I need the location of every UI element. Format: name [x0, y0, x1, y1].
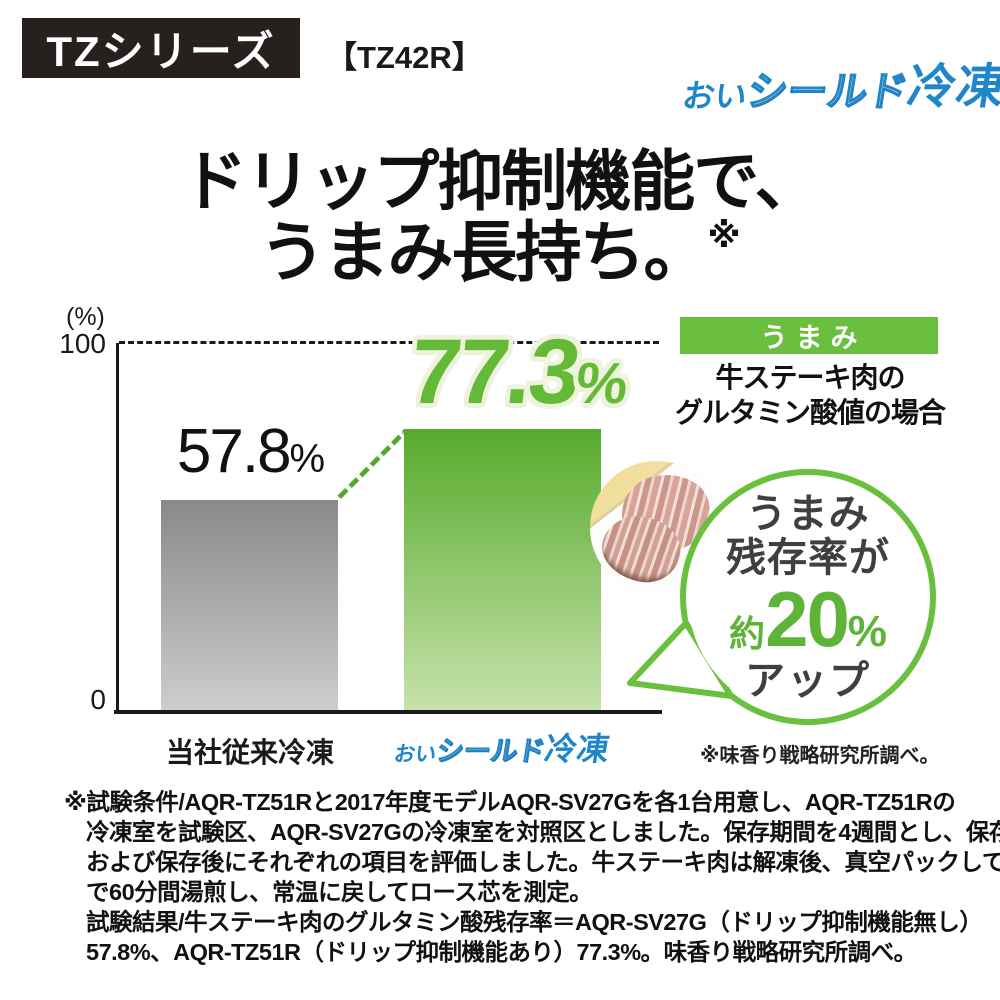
headline-line1: ドリップ抑制機能で、: [181, 144, 820, 218]
percent-sign: %: [289, 437, 326, 481]
footnote-line: 冷凍室を試験区、AQR-SV27Gの冷凍室を対照区としました。保存期間を4週間と…: [86, 819, 1000, 845]
speech-bubble-shape: [627, 469, 936, 725]
series-badge: TZシリーズ: [22, 18, 300, 78]
percent-sign: %: [572, 351, 629, 416]
bubble-line1: うまみ: [746, 492, 870, 536]
logo-part-reito: 冷凍: [903, 61, 1000, 114]
headline-line2: うまみ長持ち。※: [259, 215, 741, 290]
y-tick-100: 100: [59, 328, 106, 359]
footnote-line: ※試験条件/AQR-TZ51Rと2017年度モデルAQR-SV27Gを各1台用意…: [64, 789, 956, 815]
bar-conventional-freezing: [161, 500, 338, 710]
value-label-oishield: 77.3%: [404, 321, 629, 423]
y-axis-line: [116, 343, 119, 712]
oishield-reito-logo: おい シールド 冷凍: [679, 61, 1000, 115]
logo-part-shield: シールド: [743, 69, 911, 115]
logo-part-reito: 冷凍: [542, 731, 612, 767]
footnote-line: 57.8%、AQR-TZ51R（ドリップ抑制機能あり）77.3%。味香り戦略研究…: [86, 939, 917, 965]
bar-oishield-freezing: [404, 429, 601, 710]
bubble-line2: 残存率が: [726, 536, 890, 580]
gridline-100-dashed: [119, 341, 659, 344]
umami-badge-label: うまみ: [760, 323, 866, 353]
approx-label: 約: [729, 613, 766, 654]
headline-note-mark: ※: [707, 217, 741, 256]
test-subject-caption: 牛ステーキ肉の グルタミン酸値の場合: [655, 360, 965, 431]
logo-part-oi: おい: [392, 743, 438, 766]
umami-up-bubble-text: うまみ 残存率が 約 20% アップ: [673, 492, 943, 703]
series-badge-label: TZシリーズ: [46, 27, 276, 75]
umami-badge: うまみ: [680, 317, 938, 354]
caption-line1: 牛ステーキ肉の: [715, 362, 905, 393]
bubble-line3: アップ: [745, 659, 871, 703]
source-note: ※味香り戦略研究所調べ。: [700, 745, 940, 767]
category-label-oishield-logo: おい シールド 冷凍: [392, 731, 612, 767]
footnote-line: 試験結果/牛ステーキ肉のグルタミン酸残存率＝AQR-SV27G（ドリップ抑制機能…: [86, 909, 983, 935]
bubble-value-line: 約 20%: [673, 575, 943, 663]
footnote-line: で60分間湯煎し、常温に戻してロース芯を測定。: [86, 879, 593, 905]
category-label-conventional: 当社従来冷凍: [165, 737, 334, 768]
main-headline: ドリップ抑制機能で、 うまみ長持ち。※: [0, 144, 1000, 290]
test-conditions-footnote: ※試験条件/AQR-TZ51Rと2017年度モデルAQR-SV27Gを各1台用意…: [64, 787, 1000, 967]
logo-part-shield: シールド: [434, 736, 548, 767]
y-axis-unit-label: (%): [66, 303, 105, 331]
x-axis-line: [114, 710, 662, 714]
model-code: 【TZ42R】: [326, 40, 483, 75]
value-label-conventional: 57.8%: [176, 417, 326, 486]
footnote-line: および保存後にそれぞれの項目を評価しました。牛ステーキ肉は解凍後、真空パックして…: [86, 849, 1000, 875]
percent-sign: %: [847, 607, 887, 656]
logo-part-oi: おい: [679, 78, 750, 114]
y-tick-0: 0: [90, 684, 106, 715]
caption-line2: グルタミン酸値の場合: [674, 397, 946, 429]
increase-value: 20: [765, 575, 850, 663]
